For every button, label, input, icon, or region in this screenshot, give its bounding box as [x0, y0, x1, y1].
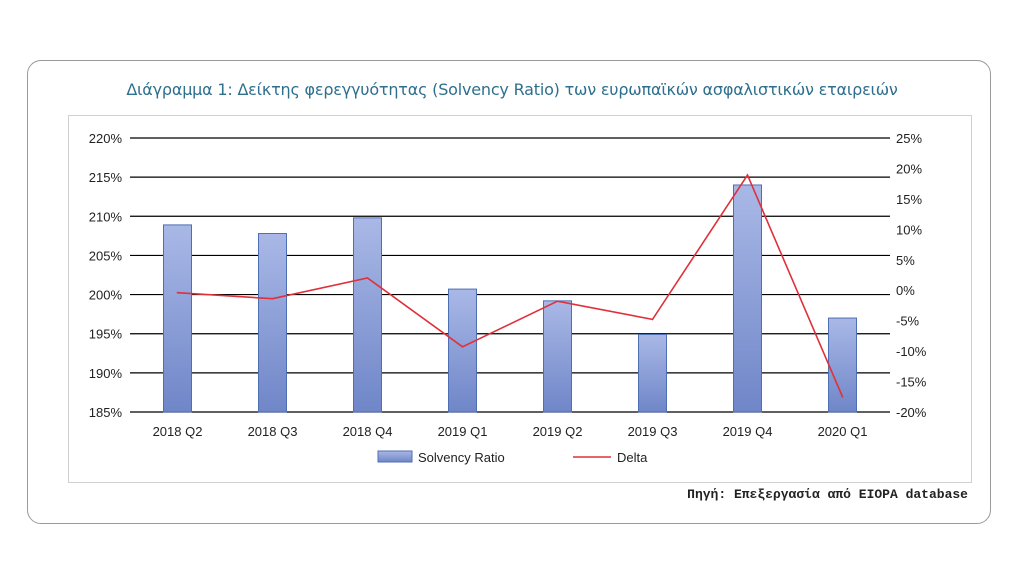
x-axis-tick-label: 2019 Q4: [723, 424, 773, 439]
solvency-ratio-bar: [638, 333, 667, 413]
solvency-ratio-bar: [543, 300, 572, 413]
delta-point: [556, 300, 559, 302]
delta-line-layer: [176, 173, 844, 398]
solvency-ratio-bar: [163, 224, 192, 413]
right-axis-tick-label: -15%: [896, 375, 927, 390]
x-axis-tick-label: 2018 Q3: [248, 424, 298, 439]
delta-point: [841, 395, 844, 398]
right-axis-ticks: -20% -15% -10% -5% 0% 5% 10% 15% 20% 25%: [896, 131, 927, 420]
plot-area-border: [68, 115, 972, 483]
right-axis-tick-label: 25%: [896, 131, 922, 146]
x-axis-ticks: 2018 Q2 2018 Q3 2018 Q4 2019 Q1 2019 Q2 2019 …: [153, 424, 868, 439]
left-axis-tick-label: 195%: [89, 327, 123, 342]
legend-label-delta: Delta: [617, 450, 648, 465]
delta-point: [271, 297, 274, 300]
left-axis-tick-label: 200%: [89, 288, 123, 303]
solvency-ratio-bar: [258, 233, 287, 413]
left-axis-tick-label: 190%: [89, 366, 123, 381]
delta-point: [651, 318, 654, 321]
delta-point: [366, 277, 369, 279]
right-axis-tick-label: -10%: [896, 344, 927, 359]
x-axis-tick-label: 2020 Q1: [818, 424, 868, 439]
right-axis-tick-label: 15%: [896, 192, 922, 207]
right-axis-tick-label: -20%: [896, 405, 927, 420]
left-axis-tick-label: 205%: [89, 248, 123, 263]
right-axis-tick-label: -5%: [896, 314, 920, 329]
right-axis-tick-label: 5%: [896, 253, 915, 268]
chart-title: Διάγραμμα 1: Δείκτης φερεγγυότητας (Solv…: [126, 80, 898, 99]
left-axis-tick-label: 185%: [89, 405, 123, 420]
x-axis-tick-label: 2019 Q3: [628, 424, 678, 439]
legend-label-solvency-ratio: Solvency Ratio: [418, 450, 505, 465]
delta-point: [746, 174, 749, 176]
right-axis-tick-label: 0%: [896, 283, 915, 298]
legend: Solvency Ratio Delta: [377, 450, 648, 465]
x-axis-tick-label: 2019 Q2: [533, 424, 583, 439]
solvency-ratio-bar: [448, 288, 477, 413]
left-axis-tick-label: 215%: [89, 170, 123, 185]
delta-line: [177, 173, 844, 398]
bars: [163, 184, 857, 413]
solvency-ratio-bar: [353, 217, 382, 413]
gridlines: [130, 137, 890, 413]
delta-point: [176, 291, 179, 294]
left-axis-tick-label: 220%: [89, 131, 123, 146]
legend-swatch-solvency-ratio: [377, 450, 413, 463]
right-axis-tick-label: 20%: [896, 161, 922, 176]
right-axis-tick-label: 10%: [896, 222, 922, 237]
solvency-ratio-bar: [828, 317, 857, 413]
chart-frame: [27, 60, 991, 524]
solvency-ratio-bar: [733, 184, 762, 413]
x-axis-tick-label: 2018 Q4: [343, 424, 393, 439]
source-note: Πηγή: Επεξεργασία από EIOPA database: [687, 487, 968, 502]
delta-point: [461, 346, 464, 348]
x-axis-tick-label: 2019 Q1: [438, 424, 488, 439]
left-axis-ticks: 185% 190% 195% 200% 205% 210% 215% 220%: [89, 131, 123, 420]
left-axis-tick-label: 210%: [89, 209, 123, 224]
x-axis-tick-label: 2018 Q2: [153, 424, 203, 439]
